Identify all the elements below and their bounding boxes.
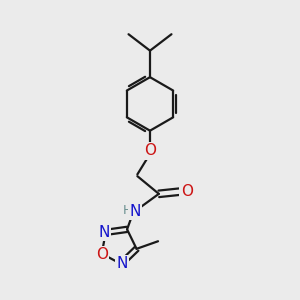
Text: O: O [144,143,156,158]
Text: N: N [99,225,110,240]
Text: H: H [122,204,132,217]
Text: O: O [96,247,108,262]
Text: N: N [129,204,140,219]
Text: O: O [181,184,193,199]
Text: N: N [116,256,128,272]
